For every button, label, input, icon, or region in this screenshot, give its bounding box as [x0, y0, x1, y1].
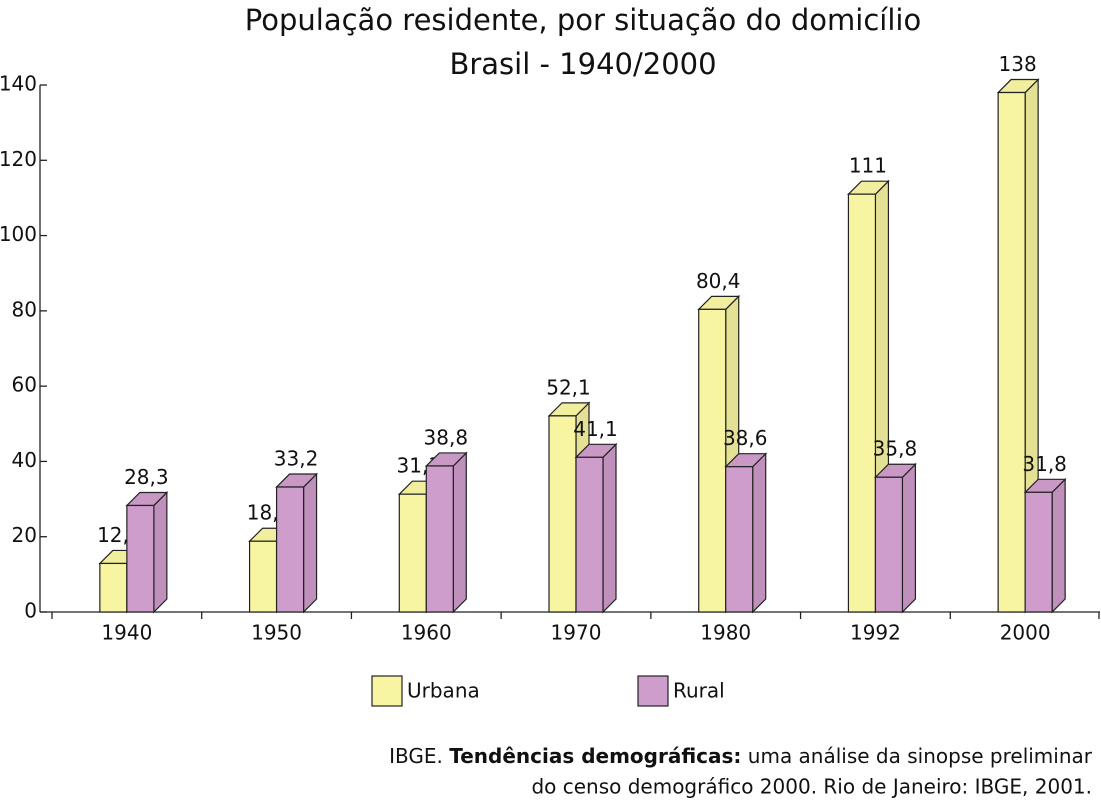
value-label: 111 [849, 154, 887, 178]
value-label: 80,4 [696, 269, 741, 293]
bar [99, 562, 128, 613]
source-text: do censo demográfico 2000. Rio de Janeir… [531, 775, 1092, 799]
x-tick-label: 1950 [251, 621, 302, 645]
value-label: 138 [999, 52, 1037, 76]
y-tick-label: 40 [12, 448, 37, 472]
bar [874, 476, 904, 613]
bar [248, 540, 278, 613]
bar-side [1051, 477, 1066, 614]
x-tick-label: 1992 [850, 621, 901, 645]
value-label: 38,6 [723, 426, 768, 450]
y-tick-label: 0 [24, 599, 37, 623]
source-author: IBGE. [389, 744, 443, 768]
y-tick-label: 60 [12, 373, 37, 397]
legend-swatch [371, 675, 403, 707]
bar-side [153, 491, 168, 614]
source: IBGE. Tendências demográficas: uma análi… [389, 744, 1093, 768]
chart-subtitle: Brasil - 1940/2000 [449, 47, 716, 81]
bar [548, 415, 577, 613]
y-tick-label: 80 [12, 297, 37, 321]
bar [275, 486, 305, 613]
bar-side [602, 442, 617, 614]
bar [725, 466, 754, 613]
x-tick-label: 1970 [551, 621, 602, 645]
y-tick-label: 120 [0, 147, 37, 171]
bar [425, 465, 454, 613]
legend-label: Rural [673, 679, 725, 703]
value-label: 35,8 [873, 437, 918, 461]
value-label: 33,2 [274, 447, 319, 471]
x-tick-label: 1960 [401, 621, 452, 645]
y-tick-label: 140 [0, 72, 37, 96]
bar-side [302, 472, 318, 614]
y-tick-label: 20 [12, 523, 37, 547]
bar-side [752, 452, 767, 614]
bar [575, 456, 604, 613]
bar [1024, 491, 1053, 613]
x-tick-label: 1940 [101, 621, 152, 645]
value-label: 38,8 [424, 425, 469, 449]
legend-swatch [637, 675, 669, 707]
chart-title: População residente, por situação do dom… [245, 3, 921, 37]
value-label: 52,1 [546, 375, 591, 399]
bar [698, 308, 727, 613]
bar [398, 493, 427, 613]
bar-side [452, 451, 467, 614]
legend-label: Urbana [407, 679, 480, 703]
source-title: Tendências demográficas: [449, 744, 741, 768]
x-tick-label: 1980 [700, 621, 751, 645]
bar [847, 193, 877, 613]
source-text: uma análise da sinopse preliminar [748, 744, 1093, 768]
value-label: 28,3 [124, 465, 169, 489]
x-tick-label: 2000 [1000, 621, 1051, 645]
bar [126, 504, 155, 613]
bar-side [901, 462, 917, 614]
bar [997, 91, 1026, 613]
value-label: 41,1 [573, 417, 618, 441]
value-label: 31,8 [1022, 452, 1067, 476]
y-tick-label: 100 [0, 222, 37, 246]
